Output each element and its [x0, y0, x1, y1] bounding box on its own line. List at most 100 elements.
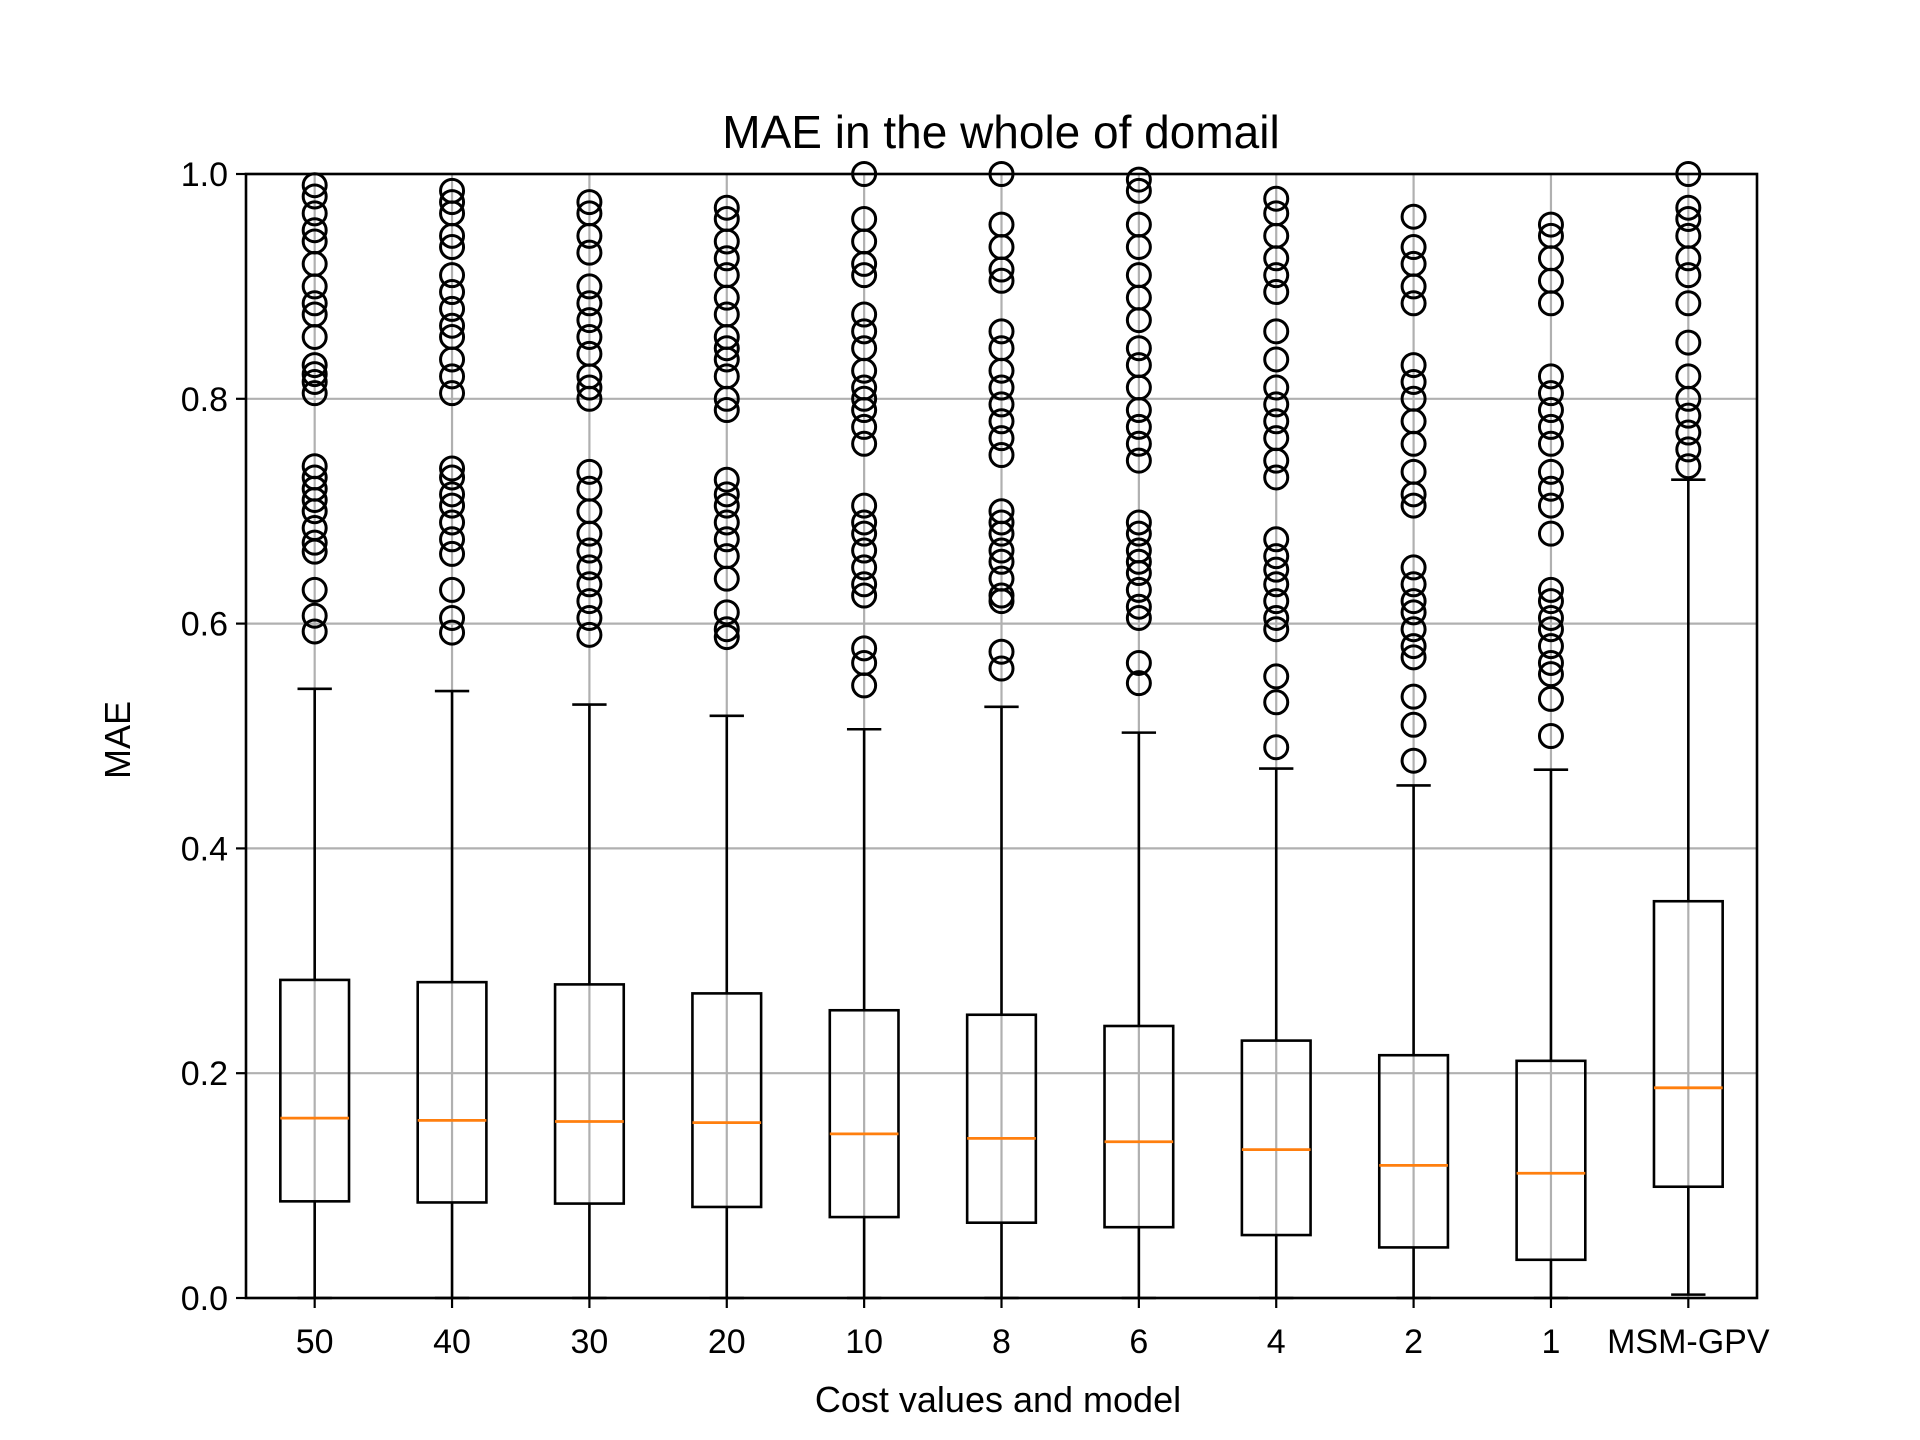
outlier-point — [1125, 520, 1152, 547]
outlier-point — [1537, 413, 1564, 440]
box-group-4 — [1240, 185, 1312, 1300]
outlier-point — [713, 509, 740, 536]
outlier-point — [1263, 200, 1290, 227]
outlier-point — [301, 361, 328, 388]
outlier-point — [713, 599, 740, 626]
box-group-MSM-GPV — [1652, 161, 1724, 1296]
outlier-point — [1537, 576, 1564, 603]
outlier-point — [713, 481, 740, 508]
outlier-point — [1263, 262, 1290, 289]
outlier-point — [851, 430, 878, 457]
box — [279, 978, 351, 1203]
x-tick-label: 8 — [992, 1323, 1011, 1361]
outlier-point — [1675, 329, 1702, 356]
outlier-point — [851, 554, 878, 581]
x-tick-label: 2 — [1404, 1323, 1423, 1361]
outlier-point — [439, 312, 466, 339]
outlier-point — [988, 638, 1015, 665]
outlier-point — [713, 397, 740, 424]
outlier-point — [1125, 576, 1152, 603]
outlier-point — [851, 301, 878, 328]
outlier-point — [1400, 588, 1427, 615]
outlier-point — [576, 340, 603, 367]
outlier-point — [713, 466, 740, 493]
box-group-30 — [553, 189, 626, 1300]
outlier-point — [1263, 391, 1290, 418]
box-group-8 — [965, 161, 1038, 1300]
y-tick-label: 0.8 — [181, 381, 228, 419]
y-axis: 0.0 0.2 0.4 0.6 0.8 1.0 — [181, 156, 246, 1318]
outlier-point — [439, 492, 466, 519]
outlier-point — [1537, 380, 1564, 407]
outlier-point — [1263, 571, 1290, 598]
outlier-point — [576, 475, 603, 502]
outlier-point — [713, 301, 740, 328]
outlier-point — [1537, 211, 1564, 238]
outlier-point — [1263, 318, 1290, 345]
outlier-point — [851, 385, 878, 412]
box — [1377, 1053, 1450, 1249]
outlier-point — [439, 295, 466, 322]
y-tick-label: 0.4 — [181, 830, 228, 868]
outlier-point — [439, 464, 466, 491]
outlier-point — [713, 616, 740, 643]
box-plots — [279, 161, 1724, 1300]
outlier-point — [851, 649, 878, 676]
outlier-point — [1537, 430, 1564, 457]
x-tick-label: 4 — [1267, 1323, 1286, 1361]
outlier-point — [439, 619, 466, 646]
outlier-point — [1400, 554, 1427, 581]
outlier-point — [988, 582, 1015, 609]
outlier-point — [1400, 571, 1427, 598]
outlier-point — [1675, 453, 1702, 480]
x-tick-label: 20 — [708, 1323, 746, 1361]
outlier-point — [301, 453, 328, 480]
outlier-point — [576, 290, 603, 317]
outlier-point — [713, 335, 740, 362]
outlier-point — [988, 391, 1015, 418]
outlier-point — [1537, 604, 1564, 631]
outlier-point — [1537, 222, 1564, 249]
outlier-point — [1400, 711, 1427, 738]
outlier-point — [439, 604, 466, 631]
outlier-point — [851, 262, 878, 289]
outlier-point — [988, 335, 1015, 362]
outlier-point — [1263, 689, 1290, 716]
outlier-point — [1400, 644, 1427, 671]
box-group-6 — [1103, 166, 1175, 1300]
box — [1515, 1059, 1587, 1262]
outlier-point — [301, 515, 328, 542]
outlier-point — [1125, 670, 1152, 697]
outlier-point — [301, 352, 328, 379]
outlier-point — [988, 211, 1015, 238]
y-tick-label: 0.6 — [181, 606, 228, 644]
outlier-point — [1537, 492, 1564, 519]
x-tick-label: 30 — [570, 1323, 608, 1361]
outlier-point — [576, 374, 603, 401]
outlier-point — [301, 200, 328, 227]
outlier-point — [1400, 599, 1427, 626]
outlier-point — [1125, 413, 1152, 440]
outlier-point — [1537, 616, 1564, 643]
outlier-point — [1537, 520, 1564, 547]
outlier-point — [301, 183, 328, 210]
outlier-point — [439, 177, 466, 204]
outlier-point — [1125, 335, 1152, 362]
outlier-point — [576, 621, 603, 648]
outlier-point — [1125, 509, 1152, 536]
chart-title: MAE in the whole of domail — [722, 106, 1279, 158]
outlier-point — [301, 380, 328, 407]
y-axis-label: MAE — [97, 701, 138, 779]
outlier-point — [988, 318, 1015, 345]
outlier-point — [1263, 464, 1290, 491]
outlier-point — [439, 279, 466, 306]
outlier-point — [1125, 177, 1152, 204]
outlier-point — [301, 301, 328, 328]
outlier-point — [988, 267, 1015, 294]
outlier-point — [576, 588, 603, 615]
outlier-point — [576, 273, 603, 300]
outlier-point — [439, 380, 466, 407]
outlier-point — [439, 323, 466, 350]
outlier-point — [1537, 649, 1564, 676]
